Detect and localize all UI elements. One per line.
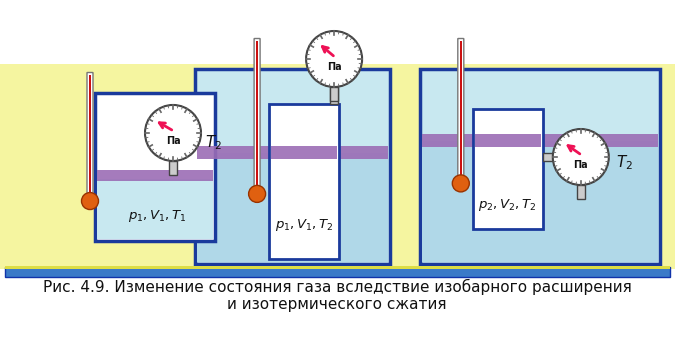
Bar	[475, 134, 541, 147]
Bar	[197, 153, 388, 262]
Circle shape	[553, 129, 609, 185]
Text: Рис. 4.9. Изменение состояния газа вследствие изобарного расширения: Рис. 4.9. Изменение состояния газа вслед…	[43, 279, 631, 295]
FancyBboxPatch shape	[254, 39, 260, 188]
Bar	[195, 69, 390, 264]
Text: $T_2$: $T_2$	[616, 153, 632, 172]
Bar	[89, 75, 91, 193]
Bar	[95, 93, 215, 241]
FancyBboxPatch shape	[87, 73, 93, 196]
Bar	[422, 134, 658, 147]
Circle shape	[452, 175, 469, 192]
Bar	[543, 153, 553, 161]
Bar	[269, 104, 339, 259]
Text: и изотермического сжатия: и изотермического сжатия	[227, 297, 447, 312]
Circle shape	[306, 31, 362, 87]
Bar	[460, 41, 462, 175]
Bar	[422, 141, 658, 262]
Bar	[420, 69, 660, 264]
Text: Па: Па	[327, 62, 342, 72]
Text: $p_1, V_1, T_2$: $p_1, V_1, T_2$	[275, 217, 333, 233]
Bar	[271, 146, 337, 159]
Bar	[97, 179, 213, 239]
Bar	[197, 146, 388, 159]
Bar	[5, 267, 670, 277]
Text: $p_2, V_2, T_2$: $p_2, V_2, T_2$	[479, 197, 537, 213]
Bar	[330, 87, 338, 104]
Text: $p_1, V_1, T_1$: $p_1, V_1, T_1$	[128, 208, 187, 224]
Text: Па: Па	[165, 136, 180, 146]
Bar	[5, 266, 670, 269]
Bar	[256, 41, 258, 186]
Circle shape	[145, 105, 201, 161]
Text: $T_2$: $T_2$	[205, 134, 221, 153]
Circle shape	[248, 185, 265, 202]
Bar	[0, 64, 675, 269]
Text: Па: Па	[574, 160, 588, 170]
Bar	[472, 109, 543, 229]
Bar	[577, 185, 585, 199]
FancyBboxPatch shape	[458, 39, 464, 178]
Bar	[330, 87, 338, 101]
Bar	[0, 277, 675, 339]
Bar	[169, 161, 177, 175]
Circle shape	[82, 193, 99, 210]
Bar	[97, 170, 213, 181]
